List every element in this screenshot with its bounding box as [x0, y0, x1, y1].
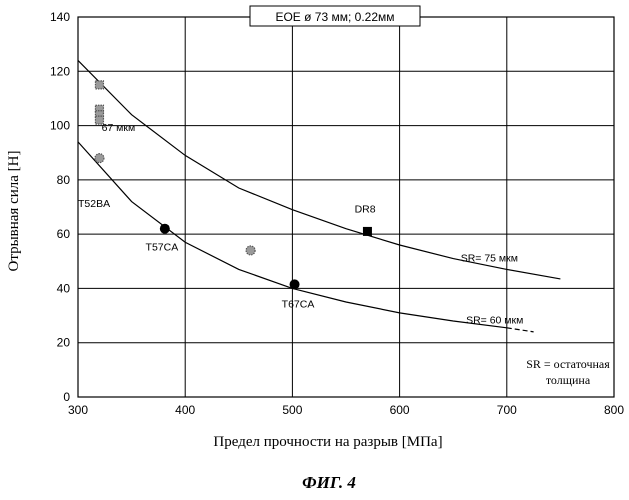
- note-line-2: толщина: [546, 373, 591, 387]
- y-tick-label: 140: [50, 10, 70, 24]
- curve-sr75: [77, 60, 561, 280]
- x-tick-label: 400: [175, 403, 195, 417]
- data-point: [362, 226, 372, 236]
- x-tick-label: 600: [390, 403, 410, 417]
- curve-sr60-dashed: [506, 327, 534, 333]
- point-annotation: DR8: [355, 203, 376, 215]
- data-points: [94, 80, 372, 290]
- grid: [77, 16, 615, 398]
- x-tick-label: 700: [497, 403, 517, 417]
- data-point: [94, 80, 105, 90]
- y-tick-label: 120: [50, 64, 70, 78]
- point-annotation: T52BA: [78, 198, 110, 210]
- y-tick-label: 40: [57, 281, 71, 295]
- chart-title: EOE ø 73 мм; 0.22мм: [275, 10, 394, 24]
- point-annotation: T67CA: [282, 298, 315, 310]
- x-axis-label: Предел прочности на разрыв [МПа]: [213, 434, 442, 450]
- data-point: [94, 153, 105, 164]
- point-annotation: T57CA: [146, 241, 179, 253]
- point-annotation: SR= 75 мкм: [461, 252, 518, 264]
- note-line-1: SR = остаточная: [526, 357, 610, 371]
- data-point: [94, 115, 105, 125]
- data-point: [289, 279, 300, 290]
- title-box: [249, 5, 421, 27]
- tick-labels: 0 20 40 60 80 100 120 140 300 400 500 600 700 800: [50, 10, 624, 417]
- data-point: [245, 245, 256, 256]
- curves: [77, 60, 561, 333]
- annotations: 67 мкм T52BA T57CA T67CA DR8 SR= 75 мкм SR= 60…: [78, 122, 523, 327]
- y-tick-label: 60: [57, 227, 71, 241]
- y-tick-label: 20: [57, 336, 71, 350]
- figure-caption: ФИГ. 4: [302, 473, 356, 492]
- x-tick-label: 500: [282, 403, 302, 417]
- data-point: [159, 223, 170, 234]
- y-tick-label: 80: [57, 173, 71, 187]
- y-tick-label: 100: [50, 119, 70, 133]
- point-annotation: SR= 60 мкм: [466, 315, 523, 327]
- point-annotation: 67 мкм: [102, 122, 136, 134]
- y-tick-label: 0: [63, 390, 70, 404]
- x-tick-label: 800: [604, 403, 624, 417]
- y-axis-label: Отрывная сила [Н]: [6, 151, 22, 272]
- plot-frame: [77, 16, 615, 398]
- x-tick-label: 300: [68, 403, 88, 417]
